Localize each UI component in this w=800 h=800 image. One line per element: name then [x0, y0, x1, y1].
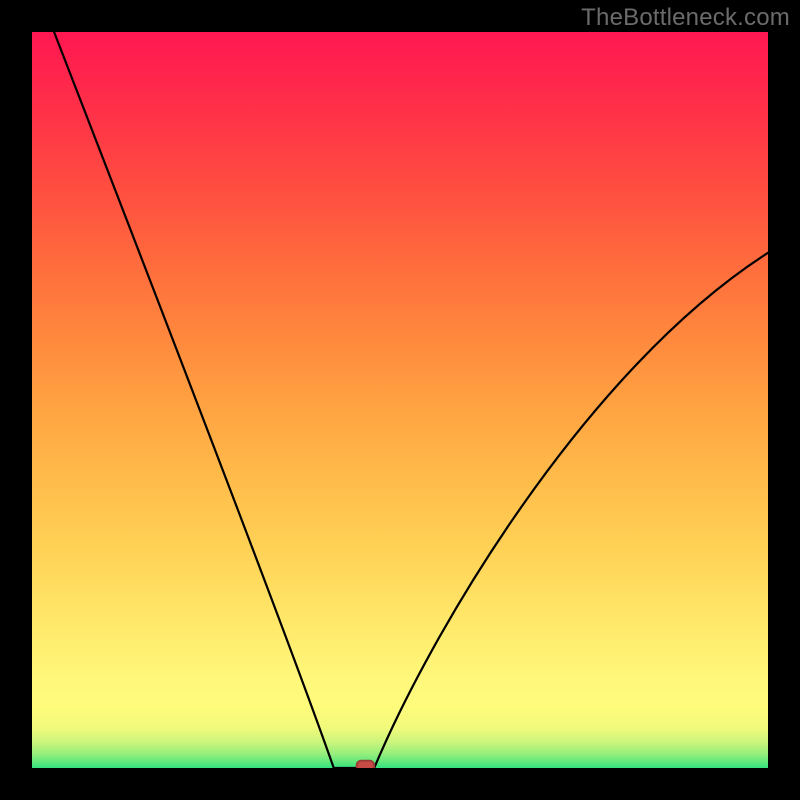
gradient-background	[32, 32, 768, 768]
plot-area	[32, 32, 768, 768]
chart-svg	[32, 32, 768, 768]
chart-frame: TheBottleneck.com	[0, 0, 800, 800]
minimum-marker	[357, 761, 375, 768]
watermark-text: TheBottleneck.com	[581, 4, 790, 32]
